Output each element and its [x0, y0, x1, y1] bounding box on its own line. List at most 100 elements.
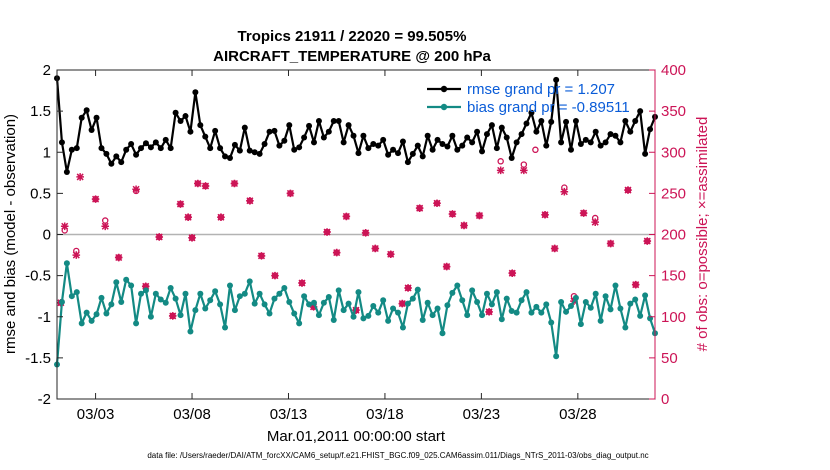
- rmse-point: [212, 127, 219, 134]
- bias-point: [63, 260, 70, 267]
- rmse-point: [548, 118, 555, 125]
- rmse-point: [563, 118, 570, 125]
- rmse-point: [187, 128, 194, 135]
- rmse-point: [345, 122, 352, 129]
- bias-point: [182, 290, 189, 297]
- bias-point: [548, 319, 555, 326]
- obs-assimilated-marker: [114, 253, 123, 262]
- bias-point: [256, 290, 263, 297]
- rmse-point: [256, 150, 263, 157]
- bias-point: [113, 279, 120, 286]
- rmse-point: [118, 159, 125, 166]
- bias-point: [449, 289, 456, 296]
- bias-point: [152, 290, 159, 297]
- bias-point: [439, 330, 446, 337]
- obs-assimilated-marker: [132, 185, 140, 194]
- rmse-point: [538, 117, 545, 124]
- rmse-point: [493, 145, 500, 152]
- rmse-point: [429, 146, 436, 153]
- rmse-point: [607, 131, 614, 138]
- rmse-point: [83, 107, 90, 114]
- bias-point: [217, 301, 224, 308]
- bias-point: [123, 276, 130, 283]
- y-tick-label: 2: [43, 62, 51, 79]
- rmse-point: [459, 142, 466, 149]
- rmse-point: [587, 139, 594, 146]
- bias-point: [533, 303, 540, 310]
- rmse-point: [647, 126, 654, 133]
- bias-point: [231, 307, 238, 314]
- obs-assimilated-marker: [184, 213, 192, 222]
- y-right-tick-label: 150: [661, 268, 686, 285]
- y-right-tick-label: 350: [661, 103, 686, 120]
- bias-point: [78, 320, 85, 327]
- rmse-point: [518, 131, 525, 138]
- bias-point: [192, 307, 199, 314]
- bias-point: [637, 312, 644, 319]
- bias-point: [103, 310, 110, 317]
- bias-point: [572, 294, 579, 301]
- bias-point: [157, 296, 164, 303]
- rmse-point: [73, 145, 80, 152]
- rmse-point: [523, 120, 530, 127]
- bias-point: [627, 300, 634, 307]
- bias-point: [118, 298, 125, 305]
- x-tick-label: 03/08: [173, 406, 211, 423]
- legend-marker-rmse: [440, 85, 448, 93]
- bias-point: [444, 302, 451, 309]
- bias-point: [286, 298, 293, 305]
- bias-point: [553, 353, 560, 360]
- y-tick-label: 1: [43, 144, 51, 161]
- y-right-tick-label: 0: [661, 391, 669, 408]
- bias-point: [251, 300, 258, 307]
- rmse-point: [182, 113, 189, 120]
- obs-assimilated-marker: [624, 186, 632, 194]
- bias-point: [241, 290, 248, 297]
- bias-point: [454, 282, 461, 289]
- obs-assimilated-marker: [246, 196, 254, 205]
- rmse-point: [128, 141, 135, 148]
- bias-point: [558, 298, 565, 305]
- obs-assimilated-marker: [475, 211, 484, 220]
- bias-point: [508, 307, 515, 314]
- bias-point: [360, 315, 367, 322]
- y-right-tick-label: 250: [661, 185, 686, 202]
- bias-point: [528, 309, 535, 316]
- rmse-point: [320, 134, 327, 141]
- rmse-point: [439, 141, 446, 148]
- rmse-point: [513, 139, 520, 146]
- y-tick-label: -1: [38, 309, 51, 326]
- obs-assimilated-marker: [323, 228, 331, 236]
- rmse-point: [241, 124, 248, 131]
- rmse-point: [409, 150, 416, 157]
- rmse-point: [340, 139, 347, 146]
- bias-point: [375, 309, 382, 316]
- rmse-point: [360, 132, 367, 139]
- bias-point: [226, 282, 233, 289]
- obs-assimilated-marker: [176, 200, 185, 208]
- bias-point: [493, 289, 500, 296]
- rmse-point: [266, 128, 273, 135]
- bias-point: [385, 317, 392, 324]
- rmse-point: [123, 146, 130, 153]
- bias-point: [587, 304, 594, 311]
- bias-point: [424, 299, 431, 306]
- bias-point: [138, 290, 145, 297]
- bias-point: [404, 300, 411, 307]
- rmse-point: [449, 132, 456, 139]
- bias-point: [58, 298, 65, 305]
- bias-point: [479, 312, 486, 319]
- rmse-point: [63, 168, 70, 175]
- bias-point: [642, 292, 649, 299]
- obs-assimilated-marker: [371, 244, 380, 253]
- rmse-point: [444, 143, 451, 150]
- x-tick-label: 03/28: [559, 406, 597, 423]
- rmse-point: [474, 128, 481, 135]
- x-tick-label: 03/18: [366, 406, 404, 423]
- y-right-tick-label: 100: [661, 309, 686, 326]
- bias-point: [68, 293, 75, 300]
- data-file-caption: data file: /Users/raeder/DAI/ATM_forcXX/…: [147, 451, 648, 460]
- obs-assimilated-marker: [508, 269, 517, 277]
- rmse-point: [464, 134, 471, 141]
- obs-assimilated-marker: [141, 282, 150, 291]
